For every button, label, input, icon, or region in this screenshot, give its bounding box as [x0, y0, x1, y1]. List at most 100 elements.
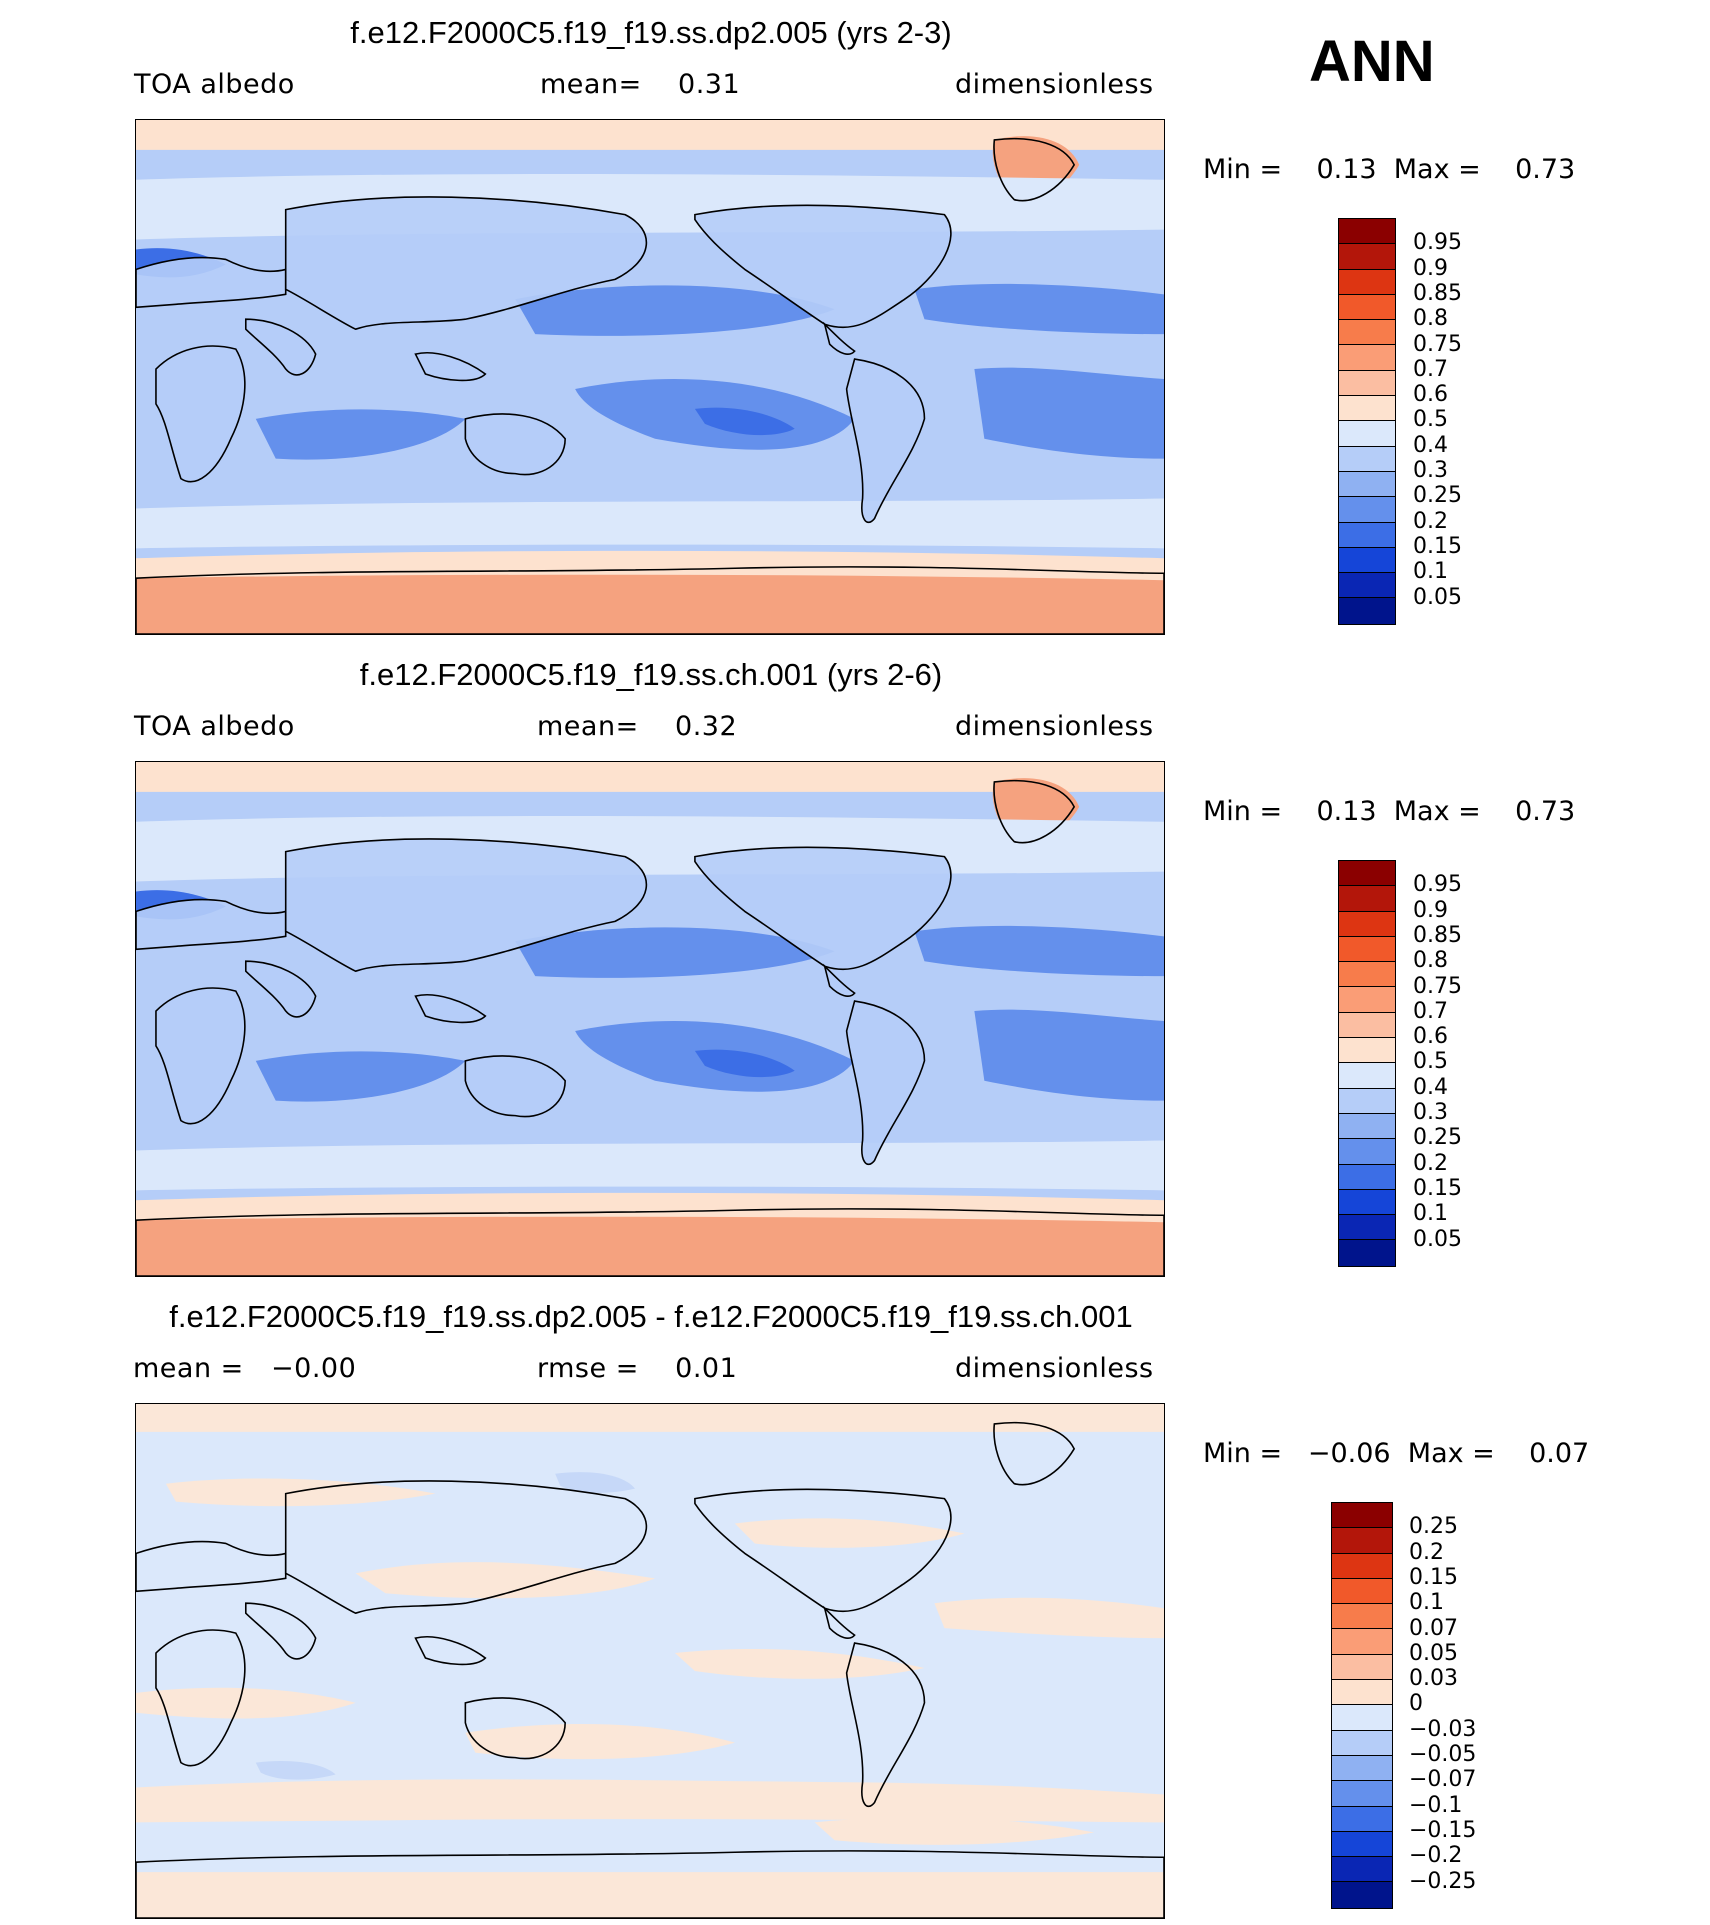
- colorbar-tick-label: 0.25: [1413, 1125, 1462, 1151]
- colorbar-tick-label: 0.85: [1413, 280, 1462, 306]
- colorbar-swatch: [1339, 345, 1395, 371]
- colorbar-swatch: [1332, 1882, 1392, 1908]
- panel-1-title: f.e12.F2000C5.f19_f19.ss.dp2.005 (yrs 2-…: [350, 15, 952, 50]
- colorbar-swatch: [1339, 1189, 1395, 1216]
- colorbar-tick-label: 0.95: [1413, 872, 1462, 898]
- coastline: [244, 960, 317, 1018]
- colorbar-tick-label: 0.6: [1413, 382, 1448, 408]
- colorbar-tick-label: 0.15: [1413, 533, 1462, 559]
- panel-1-map: [135, 119, 1165, 635]
- colorbar-swatch: [1339, 497, 1395, 523]
- colorbar-swatch: [1339, 1088, 1395, 1114]
- colorbar-tick-label: 0.85: [1413, 922, 1462, 948]
- colorbar-swatch: [1339, 320, 1395, 346]
- colorbar-tick-label: 0.03: [1409, 1666, 1458, 1692]
- colorbar-swatch: [1332, 1528, 1392, 1554]
- colorbar-swatch: [1339, 936, 1395, 963]
- panel-1-mean-label: mean= 0.31: [540, 69, 741, 100]
- colorbar-swatch: [1332, 1831, 1392, 1858]
- colorbar-swatch: [1332, 1503, 1392, 1529]
- coastline: [136, 256, 287, 309]
- colorbar-swatch: [1332, 1578, 1392, 1605]
- coastline: [414, 1636, 487, 1666]
- colorbar-tick-label: 0.1: [1409, 1590, 1444, 1616]
- colorbar-swatch: [1339, 244, 1395, 270]
- colorbar-tick-label: 0.4: [1413, 432, 1448, 458]
- coastline: [136, 566, 1164, 634]
- colorbar-swatch: [1332, 1629, 1392, 1655]
- colorbar-swatch: [1332, 1654, 1392, 1681]
- colorbar-tick-label: 0.8: [1413, 948, 1448, 974]
- colorbar-tick-label: 0.15: [1409, 1564, 1458, 1590]
- colorbar-swatch: [1339, 547, 1395, 574]
- panel-3-title: f.e12.F2000C5.f19_f19.ss.dp2.005 - f.e12…: [169, 1299, 1133, 1334]
- coastline: [136, 1540, 287, 1593]
- panel-2-mean-label: mean= 0.32: [537, 711, 738, 742]
- panel-1-minmax: Min = 0.13 Max = 0.73: [1203, 154, 1576, 185]
- colorbar-swatch: [1339, 219, 1395, 245]
- coastline: [284, 1480, 648, 1615]
- coastline: [464, 1697, 566, 1760]
- colorbar-tick-label: 0.5: [1413, 1049, 1448, 1075]
- coastline: [464, 413, 566, 476]
- colorbar-tick-label: 0.15: [1413, 1175, 1462, 1201]
- coastline: [845, 358, 926, 524]
- colorbar-swatch: [1339, 861, 1395, 887]
- coastline: [993, 137, 1076, 202]
- colorbar-swatch: [1339, 1012, 1395, 1039]
- colorbar-tick-label: 0.95: [1413, 230, 1462, 256]
- coastline: [694, 1488, 952, 1613]
- colorbar-swatch: [1339, 471, 1395, 498]
- coastline: [155, 987, 246, 1125]
- season-label: ANN: [1309, 29, 1435, 94]
- colorbar-swatch: [1339, 522, 1395, 548]
- colorbar-swatch: [1332, 1755, 1392, 1782]
- coastline: [464, 1055, 566, 1118]
- panel-2-variable-label: TOA albedo: [134, 711, 295, 742]
- colorbar-swatch: [1339, 962, 1395, 988]
- colorbar-swatch: [1339, 1139, 1395, 1165]
- colorbar-tick-label: 0.2: [1413, 508, 1448, 534]
- colorbar-swatch: [1339, 1038, 1395, 1064]
- colorbar-swatch: [1339, 1240, 1395, 1266]
- coastline: [694, 204, 952, 329]
- colorbar-tick-label: 0.75: [1413, 331, 1462, 357]
- colorbar-tick-label: 0.25: [1413, 483, 1462, 509]
- colorbar-tick-label: 0.7: [1413, 998, 1448, 1024]
- colorbar-swatch: [1339, 987, 1395, 1013]
- colorbar-tick-label: 0: [1409, 1691, 1423, 1717]
- colorbar-swatch: [1339, 598, 1395, 624]
- panel-1-variable-label: TOA albedo: [134, 69, 295, 100]
- coastline: [993, 779, 1076, 844]
- colorbar-swatch: [1339, 396, 1395, 422]
- colorbar-swatch: [1332, 1806, 1392, 1832]
- colorbar-swatch: [1332, 1680, 1392, 1706]
- panel-3-mean-label: mean = −0.00: [133, 1353, 357, 1384]
- colorbar-tick-label: 0.05: [1409, 1640, 1458, 1666]
- colorbar-swatch: [1332, 1553, 1392, 1579]
- coastline: [155, 1629, 246, 1767]
- coastline: [993, 1421, 1076, 1486]
- panel-1-units-label: dimensionless: [955, 69, 1154, 100]
- panel-2-units-label: dimensionless: [955, 711, 1154, 742]
- coastline: [284, 196, 648, 331]
- coastline: [845, 1642, 926, 1808]
- colorbar-swatch: [1339, 886, 1395, 912]
- colorbar-swatch: [1339, 446, 1395, 472]
- map-canvas: [136, 762, 1164, 1276]
- coastline: [244, 318, 317, 376]
- coastline: [244, 1602, 317, 1660]
- colorbar-swatch: [1332, 1604, 1392, 1630]
- colorbar-swatch: [1339, 1164, 1395, 1190]
- map-canvas: [136, 1404, 1164, 1918]
- coastline: [414, 352, 487, 382]
- coastline: [284, 838, 648, 973]
- colorbar-tick-label: 0.1: [1413, 559, 1448, 585]
- colorbar-tick-label: 0.8: [1413, 306, 1448, 332]
- colorbar-tick-label: −0.2: [1409, 1843, 1463, 1869]
- panel-2-map: [135, 761, 1165, 1277]
- coastline: [136, 1850, 1164, 1918]
- colorbar-tick-label: −0.07: [1409, 1767, 1477, 1793]
- colorbar-tick-label: −0.25: [1409, 1868, 1477, 1894]
- colorbar-tick-label: 0.1: [1413, 1201, 1448, 1227]
